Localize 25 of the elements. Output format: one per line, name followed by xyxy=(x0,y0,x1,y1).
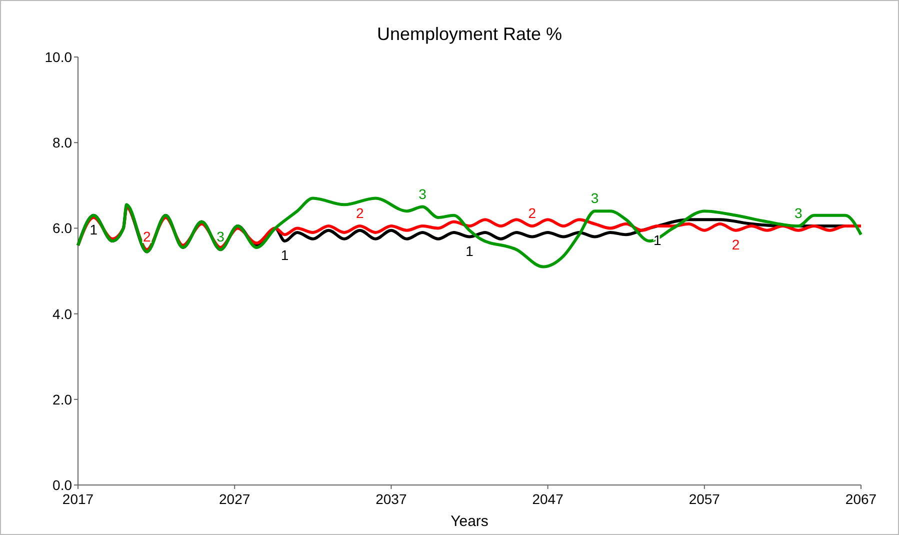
x-axis-title: Years xyxy=(450,513,488,530)
y-tick-label: 6.0 xyxy=(52,220,72,236)
y-tick-label: 10.0 xyxy=(44,49,72,65)
series-label: 3 xyxy=(216,228,225,245)
x-tick-label: 2067 xyxy=(845,491,877,507)
x-tick-label: 2057 xyxy=(688,491,720,507)
chart-title: Unemployment Rate % xyxy=(376,24,562,44)
text: 1 xyxy=(466,242,474,259)
x-tick-label: 2017 xyxy=(62,491,94,507)
y-tick-label: 0.0 xyxy=(52,477,72,493)
text: 3 xyxy=(794,205,802,222)
y-tick-label: 2.0 xyxy=(52,391,72,408)
text: 2 xyxy=(732,236,740,252)
y-tick-label: 8.0 xyxy=(52,134,72,151)
x-tick-label: 2037 xyxy=(376,491,407,507)
series-label: 2 xyxy=(143,228,152,245)
text: 2 xyxy=(356,205,364,222)
y-tick-label: 4.0 xyxy=(52,306,72,322)
x-tick-label: 2027 xyxy=(219,491,250,507)
text: 1 xyxy=(280,247,289,264)
text: 3 xyxy=(418,186,426,202)
series-label: 1 xyxy=(90,221,98,238)
x-tick-label: 2047 xyxy=(532,491,564,507)
text: 3 xyxy=(590,190,599,206)
text: 2 xyxy=(528,205,536,222)
